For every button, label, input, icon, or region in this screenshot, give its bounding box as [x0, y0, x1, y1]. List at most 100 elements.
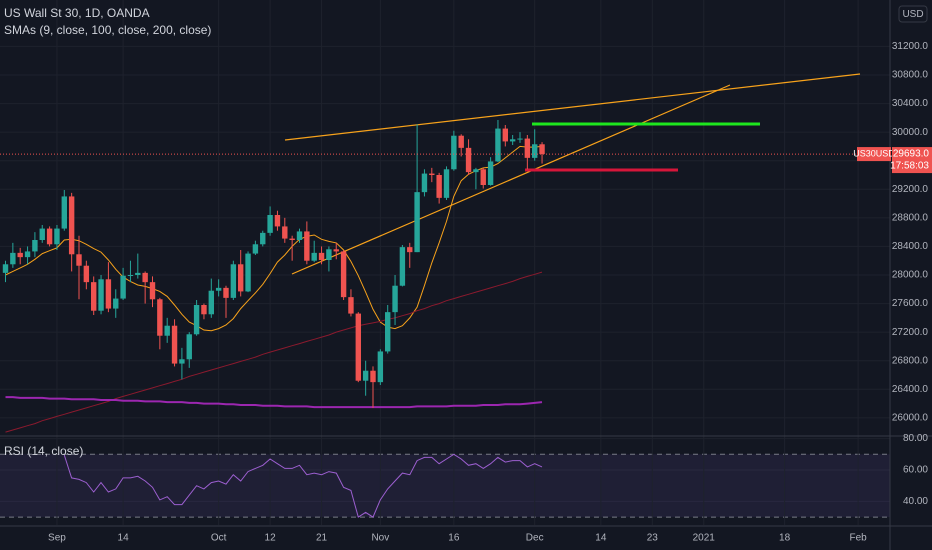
trendline[interactable]: [291, 84, 731, 275]
sma-line: [5, 271, 543, 433]
candle-body: [532, 144, 538, 158]
currency-box[interactable]: [898, 5, 928, 23]
countdown-text: 17:58:03: [890, 161, 929, 172]
candle-body: [473, 169, 479, 173]
candle-body: [2, 264, 9, 273]
candle-body: [32, 240, 38, 252]
y-tick-label: 31200.0: [892, 41, 929, 52]
sma-line: [5, 145, 543, 332]
candle-body: [362, 370, 369, 381]
x-tick-label: 21: [316, 533, 328, 544]
candle-body: [186, 334, 192, 360]
candle-body: [304, 231, 310, 261]
price-tag-text: 29693.0: [893, 149, 930, 160]
trendline[interactable]: [284, 73, 861, 141]
candle-body: [436, 175, 442, 198]
candle-body: [142, 272, 148, 283]
sma-line: [5, 396, 543, 409]
x-tick-label: Dec: [526, 533, 544, 544]
plot: [0, 120, 890, 518]
candle-body: [179, 359, 185, 364]
symbol-tag: [857, 147, 891, 162]
candle-body: [502, 128, 508, 142]
candle-body: [282, 226, 288, 239]
price-tag: [892, 147, 932, 174]
candle-body: [171, 325, 178, 364]
y-tick-label: 30800.0: [892, 70, 929, 81]
candle-body: [355, 313, 361, 381]
candle-body: [318, 252, 325, 260]
candle-body: [480, 169, 486, 185]
candle-body: [113, 298, 119, 309]
rsi-band-fill: [0, 454, 890, 518]
candle-body: [238, 264, 244, 292]
y-tick-label: 26800.0: [892, 355, 929, 366]
candle-body: [24, 251, 31, 258]
candle-body: [274, 215, 281, 227]
candle-body: [524, 138, 531, 158]
candle-body: [252, 244, 259, 254]
x-tick-label: 12: [265, 533, 277, 544]
candle-body: [149, 282, 156, 300]
rsi-tick-label: 40.00: [903, 496, 928, 507]
candle-body: [17, 252, 23, 258]
candle-body: [495, 128, 501, 162]
rsi-line: [63, 453, 543, 518]
grid: [0, 0, 890, 525]
x-tick-label: 23: [647, 533, 659, 544]
candle-body: [399, 247, 406, 286]
x-tick-label: 14: [595, 533, 607, 544]
candle-body: [76, 254, 82, 266]
y-tick-label: 27200.0: [892, 327, 929, 338]
candle-body: [157, 299, 163, 336]
rsi-legend: RSI (14, close): [4, 444, 83, 458]
candle-body: [105, 279, 112, 309]
y-tick-label: 30000.0: [892, 127, 929, 138]
candle-body: [377, 351, 384, 383]
symbol-tag-text: US30USD: [853, 148, 895, 158]
x-tick-label: 18: [779, 533, 791, 544]
candle-body: [421, 173, 428, 193]
candle-body: [407, 247, 413, 253]
currency[interactable]: USD: [902, 9, 923, 20]
candle-body: [326, 249, 332, 260]
y-tick-label: 30400.0: [892, 98, 929, 109]
candle-body: [46, 228, 53, 245]
candle-body: [208, 290, 214, 315]
y-tick-label: 28000.0: [892, 270, 929, 281]
candle-body: [54, 228, 60, 245]
candle-body: [392, 285, 398, 313]
candle-body: [458, 135, 464, 148]
y-tick-label: 26000.0: [892, 412, 929, 423]
candle-body: [201, 305, 207, 315]
y-tick-label: 27600.0: [892, 298, 929, 309]
candle-body: [120, 275, 126, 299]
y-tick-label: 28800.0: [892, 212, 929, 223]
candle-body: [68, 196, 75, 255]
candle-body: [370, 370, 376, 383]
candle-body: [340, 251, 347, 298]
candle-body: [135, 272, 141, 275]
candle-body: [267, 215, 273, 233]
candle-body: [83, 265, 90, 283]
candle-body: [487, 161, 494, 185]
x-tick-label: 2021: [693, 533, 716, 544]
y-tick-label: 29200.0: [892, 184, 929, 195]
candle-body: [91, 282, 97, 311]
candle-body: [61, 196, 67, 229]
candle-body: [223, 287, 229, 298]
candle-body: [230, 264, 237, 298]
candle-body: [245, 253, 251, 292]
rsi-tick-label: 80.00: [903, 433, 928, 444]
candle-body: [215, 287, 222, 291]
x-tick-label: Sep: [48, 533, 66, 544]
candle-body: [39, 228, 45, 240]
y-tick-label: 28400.0: [892, 241, 929, 252]
candle-body: [509, 139, 516, 142]
candle-body: [539, 144, 545, 155]
y-tick-label: 26400.0: [892, 384, 929, 395]
candle-body: [164, 325, 170, 336]
candle-body: [193, 305, 200, 335]
candle-body: [385, 312, 391, 352]
